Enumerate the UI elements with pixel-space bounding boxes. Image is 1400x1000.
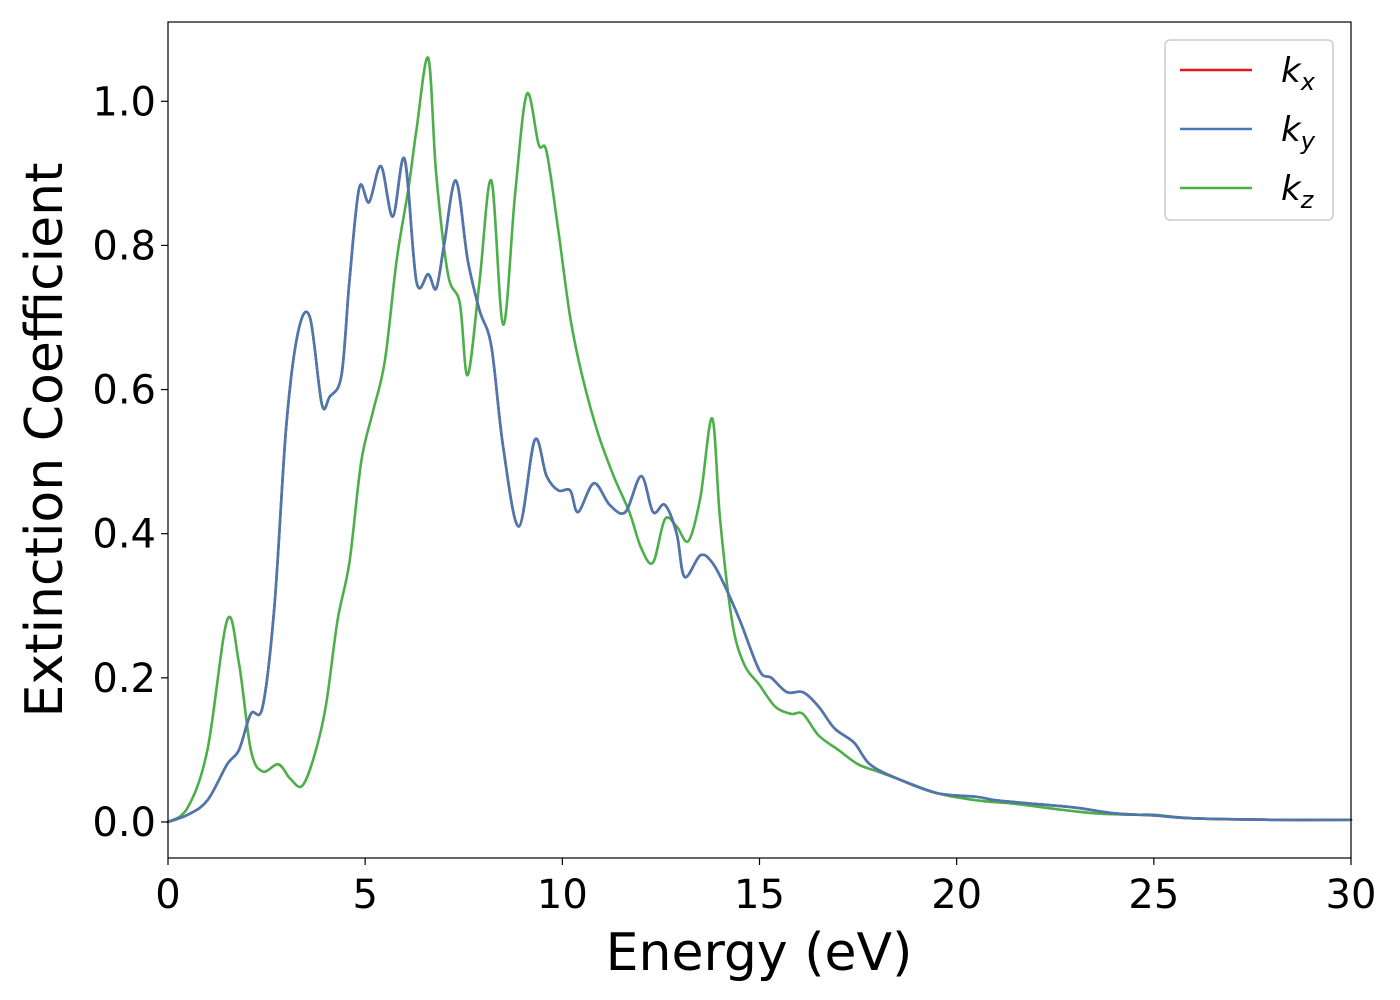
y-tick-label: 1.0 — [92, 79, 156, 125]
series-line-ky — [166, 156, 1353, 824]
y-tick-label: 0.2 — [92, 656, 156, 702]
y-tick-label: 0.4 — [92, 512, 156, 558]
y-tick-label: 0.0 — [92, 800, 156, 846]
x-tick-label: 30 — [1326, 872, 1377, 918]
x-tick-label: 5 — [352, 872, 377, 918]
legend-label-base: k — [1281, 110, 1302, 150]
y-tick-label: 0.6 — [92, 368, 156, 414]
x-tick-label: 10 — [537, 872, 588, 918]
x-tick-label: 0 — [155, 872, 180, 918]
series-layer — [166, 56, 1353, 824]
y-tick-label: 0.8 — [92, 223, 156, 269]
legend-label-kz: kz — [1281, 169, 1315, 214]
legend-label-subscript: x — [1300, 68, 1316, 96]
x-axis-title: Energy (eV) — [606, 923, 913, 983]
legend-label-base: k — [1281, 51, 1302, 91]
legend-label-subscript: y — [1300, 127, 1316, 155]
y-axis: 0.0 0.2 0.4 0.6 0.8 1.0 — [92, 79, 168, 846]
x-tick-label: 15 — [734, 872, 785, 918]
legend-label-subscript: z — [1300, 186, 1315, 214]
legend-label-base: k — [1281, 169, 1302, 209]
x-tick-label: 20 — [931, 872, 982, 918]
x-axis: 0 5 10 15 20 25 30 — [155, 858, 1376, 918]
legend-label-ky: ky — [1281, 110, 1316, 155]
y-axis-title: Extinction Coefficient — [15, 163, 75, 718]
legend-label-kx: kx — [1281, 51, 1316, 96]
series-line-kz — [166, 56, 1353, 824]
x-tick-label: 25 — [1128, 872, 1179, 918]
